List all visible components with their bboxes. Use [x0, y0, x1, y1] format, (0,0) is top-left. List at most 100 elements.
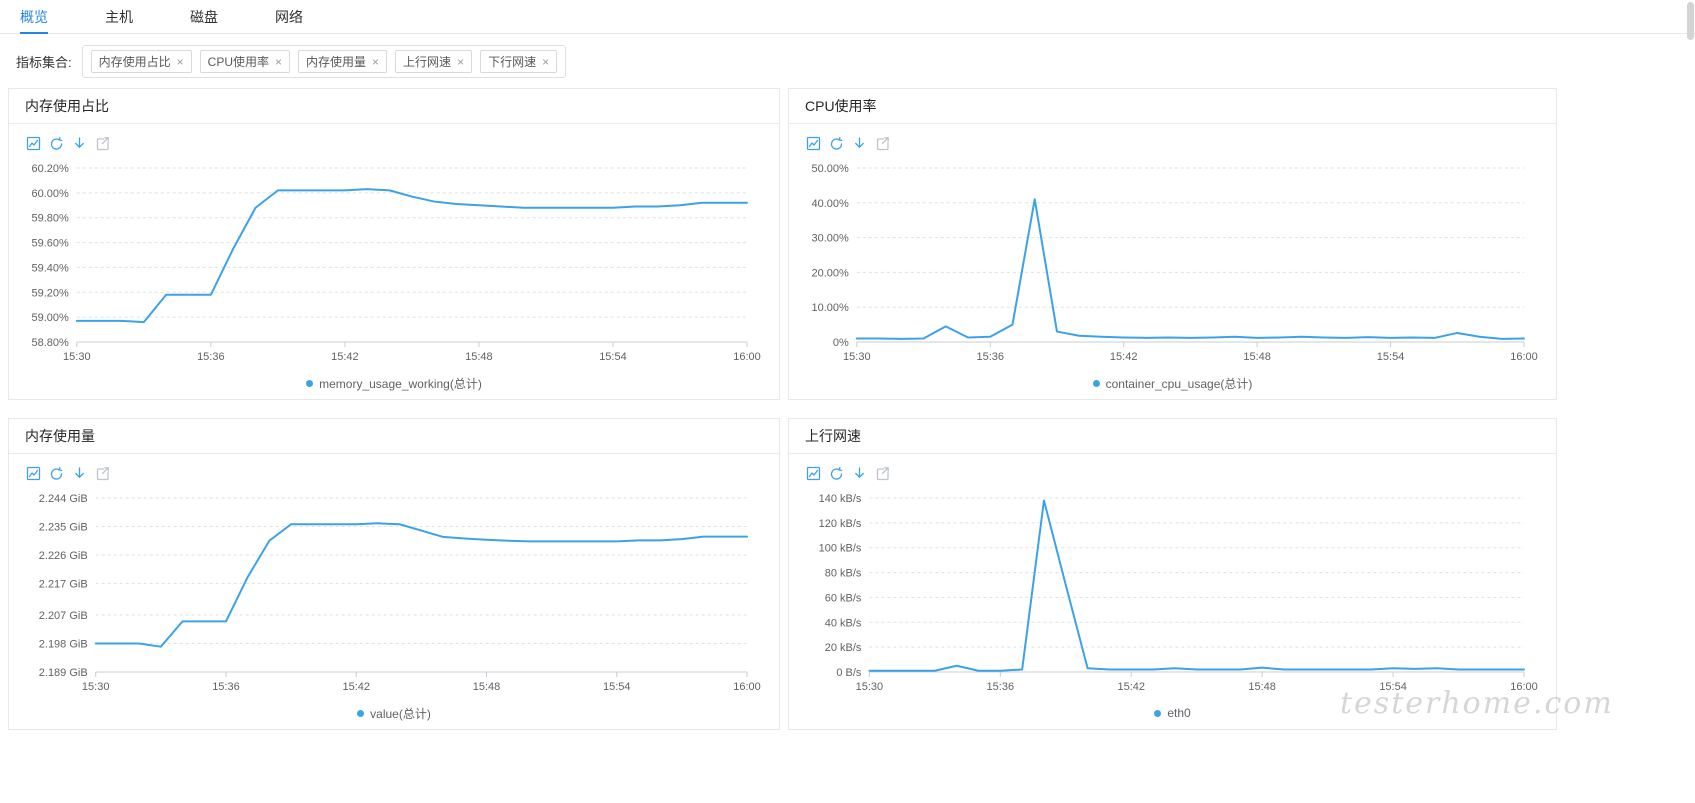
metric-tag[interactable]: 内存使用占比 ×: [90, 50, 192, 73]
close-icon[interactable]: ×: [275, 54, 283, 69]
refresh-icon[interactable]: [828, 466, 844, 482]
svg-text:15:30: 15:30: [843, 351, 871, 363]
svg-text:15:54: 15:54: [599, 351, 627, 363]
svg-text:15:48: 15:48: [1243, 351, 1271, 363]
export-icon[interactable]: [94, 136, 110, 152]
legend-label: value(总计): [370, 706, 431, 721]
chart-icon[interactable]: [25, 466, 41, 482]
metric-tag[interactable]: CPU使用率 ×: [199, 50, 291, 73]
svg-text:15:48: 15:48: [465, 351, 493, 363]
export-icon[interactable]: [874, 136, 890, 152]
svg-text:59.40%: 59.40%: [31, 262, 69, 274]
panel-cpu-usage: CPU使用率 0% 10.00% 20.00% 30.00% 40.00% 50.00% 1…: [788, 88, 1557, 400]
filter-row: 指标集合: 内存使用占比 × CPU使用率 × 内存使用量 × 上行网速 × 下…: [16, 45, 1679, 78]
svg-text:15:48: 15:48: [1248, 681, 1276, 693]
close-icon[interactable]: ×: [176, 54, 184, 69]
panel-body: 58.80% 59.00% 59.20% 59.40% 59.60% 59.80% 60.0…: [9, 124, 779, 394]
svg-text:58.80%: 58.80%: [31, 337, 69, 349]
panel-title: CPU使用率: [789, 89, 1556, 124]
svg-text:59.20%: 59.20%: [31, 287, 69, 299]
line-chart-cpu-usage[interactable]: 0% 10.00% 20.00% 30.00% 40.00% 50.00% 15:30 15:…: [805, 154, 1540, 372]
svg-text:59.00%: 59.00%: [31, 312, 69, 324]
panel-body: 2.189 GiB 2.198 GiB 2.207 GiB 2.217 GiB 2.22…: [9, 454, 779, 724]
svg-text:16:00: 16:00: [733, 351, 761, 363]
tab-disk[interactable]: 磁盘: [190, 8, 218, 25]
refresh-icon[interactable]: [828, 136, 844, 152]
svg-text:16:00: 16:00: [1510, 351, 1538, 363]
panel-upload-speed: 上行网速 0 B/s 20 kB/s 40 kB/s 60 kB/s 80 kB/s 10…: [788, 418, 1557, 730]
svg-text:15:42: 15:42: [342, 681, 370, 693]
tab-host[interactable]: 主机: [105, 8, 133, 25]
close-icon[interactable]: ×: [457, 54, 465, 69]
svg-text:16:00: 16:00: [1510, 681, 1538, 693]
svg-text:0%: 0%: [833, 337, 849, 349]
chart-toolbar: [805, 133, 1540, 154]
svg-text:15:42: 15:42: [1110, 351, 1138, 363]
svg-text:2.226 GiB: 2.226 GiB: [39, 550, 88, 562]
panel-title: 内存使用占比: [9, 89, 779, 124]
svg-text:2.198 GiB: 2.198 GiB: [39, 639, 88, 651]
svg-text:2.189 GiB: 2.189 GiB: [39, 667, 88, 679]
legend-dot: [306, 379, 314, 387]
chart-icon[interactable]: [25, 136, 41, 152]
tabbar: 概览 主机 磁盘 网络: [0, 0, 1695, 34]
chart-toolbar: [805, 463, 1540, 484]
panel-title: 内存使用量: [9, 419, 779, 454]
svg-text:15:36: 15:36: [976, 351, 1004, 363]
download-icon[interactable]: [851, 136, 867, 152]
line-chart-memory-amount[interactable]: 2.189 GiB 2.198 GiB 2.207 GiB 2.217 GiB 2.22…: [25, 484, 763, 702]
scrollbar-thumb[interactable]: [1687, 2, 1694, 40]
refresh-icon[interactable]: [48, 466, 64, 482]
metric-tag[interactable]: 上行网速 ×: [395, 50, 473, 73]
chart-icon[interactable]: [805, 466, 821, 482]
close-icon[interactable]: ×: [542, 54, 550, 69]
svg-text:50.00%: 50.00%: [811, 163, 849, 175]
line-chart-upload-speed[interactable]: 0 B/s 20 kB/s 40 kB/s 60 kB/s 80 kB/s 100 kB/…: [805, 484, 1540, 702]
legend[interactable]: memory_usage_working(总计): [25, 372, 763, 394]
panel-title-text: 内存使用占比: [25, 98, 109, 114]
panel-body: 0% 10.00% 20.00% 30.00% 40.00% 50.00% 15:30 15:…: [789, 124, 1556, 394]
svg-text:15:36: 15:36: [212, 681, 240, 693]
download-icon[interactable]: [71, 466, 87, 482]
svg-text:2.244 GiB: 2.244 GiB: [39, 493, 88, 505]
svg-text:120 kB/s: 120 kB/s: [819, 518, 862, 530]
chart-icon[interactable]: [805, 136, 821, 152]
download-icon[interactable]: [851, 466, 867, 482]
legend[interactable]: eth0: [805, 702, 1540, 724]
panel-title: 上行网速: [789, 419, 1556, 454]
metric-tag[interactable]: 下行网速 ×: [480, 50, 558, 73]
svg-text:2.217 GiB: 2.217 GiB: [39, 578, 88, 590]
legend-dot: [1154, 709, 1162, 717]
export-icon[interactable]: [94, 466, 110, 482]
svg-text:20.00%: 20.00%: [811, 267, 849, 279]
tab-network[interactable]: 网络: [275, 8, 303, 25]
refresh-icon[interactable]: [48, 136, 64, 152]
metric-tag-list[interactable]: 内存使用占比 × CPU使用率 × 内存使用量 × 上行网速 × 下行网速 ×: [81, 45, 567, 78]
download-icon[interactable]: [71, 136, 87, 152]
metric-tag-label: 上行网速: [403, 55, 452, 69]
svg-text:2.207 GiB: 2.207 GiB: [39, 610, 88, 622]
svg-text:15:54: 15:54: [1379, 681, 1407, 693]
svg-text:10.00%: 10.00%: [811, 302, 849, 314]
chart-toolbar: [25, 133, 763, 154]
svg-text:40.00%: 40.00%: [811, 198, 849, 210]
legend-label: memory_usage_working(总计): [319, 376, 482, 391]
export-icon[interactable]: [874, 466, 890, 482]
chart-toolbar: [25, 463, 763, 484]
tab-overview[interactable]: 概览: [20, 0, 48, 34]
svg-text:100 kB/s: 100 kB/s: [819, 543, 862, 555]
svg-text:40 kB/s: 40 kB/s: [825, 617, 862, 629]
svg-text:15:48: 15:48: [473, 681, 501, 693]
legend[interactable]: value(总计): [25, 702, 763, 724]
svg-text:60 kB/s: 60 kB/s: [825, 592, 862, 604]
close-icon[interactable]: ×: [372, 54, 380, 69]
panels-grid: 内存使用占比 58.80% 59.00% 59.20% 59.40% 59.60% 59.…: [0, 88, 1695, 730]
svg-text:30.00%: 30.00%: [811, 233, 849, 245]
metric-tag-label: CPU使用率: [207, 55, 269, 69]
line-chart-memory-percent[interactable]: 58.80% 59.00% 59.20% 59.40% 59.60% 59.80% 60.0…: [25, 154, 763, 372]
svg-text:80 kB/s: 80 kB/s: [825, 568, 862, 580]
svg-text:15:54: 15:54: [603, 681, 631, 693]
metric-tag[interactable]: 内存使用量 ×: [298, 50, 388, 73]
legend[interactable]: container_cpu_usage(总计): [805, 372, 1540, 394]
svg-text:15:30: 15:30: [82, 681, 110, 693]
